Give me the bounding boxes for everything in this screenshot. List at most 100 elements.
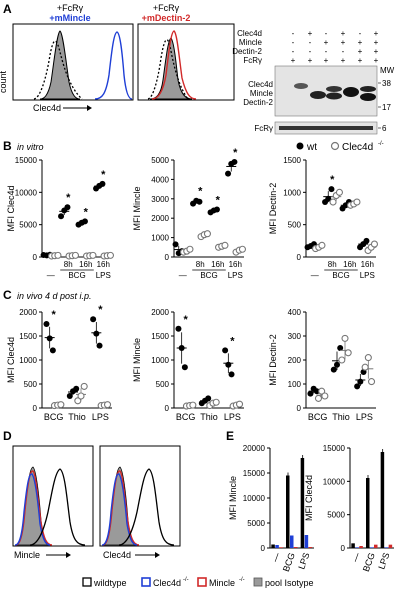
mw-value: 17 — [382, 103, 391, 112]
y-tick-label: 1000 — [19, 356, 37, 365]
x-tick-label: LPS — [376, 551, 391, 570]
blot-sign: - — [292, 29, 295, 38]
ko-data-point — [344, 349, 352, 357]
blot-row-label: FcRγ — [243, 56, 262, 65]
bar-mincle — [388, 544, 393, 548]
x-tick-label: LPS — [360, 271, 375, 280]
y-tick-label: 2000 — [19, 308, 37, 317]
blot-sign: + — [324, 56, 329, 65]
blot-sign: - — [309, 47, 312, 56]
legend-wildtype: wildtype — [93, 578, 127, 588]
blot-grid: Clec4d Mincle Dectin-2 FcRγ - + - + - +- - + + + +… — [232, 29, 378, 65]
bar-mincle — [279, 547, 283, 548]
blot-sign: + — [291, 56, 296, 65]
blot-band — [326, 92, 342, 100]
wildtype-line — [118, 468, 175, 546]
chart-b-clec4d: 0 5000 10000 15000 MFI Clec4d * * * 8h 16h 16h — BCG… — [6, 156, 114, 280]
y-tick-label: 5000 — [327, 511, 345, 520]
wt-data-point — [307, 390, 314, 397]
wt-data-point — [357, 378, 364, 385]
chart-c-dectin2: 0 100 200 300 400 MFI Dectin-2 BCG Thio LPS — [268, 308, 376, 422]
wt-data-point — [172, 241, 179, 248]
wt-data-point — [73, 385, 80, 392]
y-tick-label: 0 — [165, 253, 170, 262]
bar-clec4d — [304, 535, 309, 548]
wt-data-point — [196, 198, 203, 205]
x-tick-label: LPS — [92, 412, 109, 422]
ko-data-point — [238, 245, 246, 253]
y-tick-label: 10000 — [243, 494, 266, 503]
x-tick-label: Thio — [200, 412, 218, 422]
x-tick-label: — — [270, 551, 282, 563]
legend-swatch-mincle-ko — [197, 577, 207, 587]
bar-mincle — [359, 546, 363, 548]
mw-label: MW — [380, 66, 395, 75]
x-tick-label: LPS — [356, 412, 373, 422]
y-axis-label: MFI Dectin-2 — [268, 334, 278, 386]
blot-sign: - — [325, 47, 328, 56]
x-tick-label-top: 16h — [229, 260, 242, 269]
ko-data-point — [74, 397, 82, 405]
bar-wildtype — [380, 452, 385, 548]
significance-mark: * — [330, 174, 335, 186]
x-tick-label: BCG — [68, 271, 85, 280]
wt-data-point — [363, 237, 370, 244]
wt-data-point — [334, 361, 340, 368]
bar-mincle — [308, 547, 313, 548]
y-tick-label: 20000 — [243, 444, 266, 453]
significance-mark: * — [230, 335, 235, 347]
x-tick-label-top: 16h — [343, 260, 356, 269]
x-tick-label: LPS — [224, 412, 241, 422]
x-tick-label-top: 16h — [97, 260, 110, 269]
y-axis-label: MFI Clec4d — [6, 337, 16, 383]
blot-sign: + — [358, 47, 363, 56]
x-tick-label-top: 16h — [211, 260, 224, 269]
y-axis-label: MFI Mincle — [228, 476, 238, 520]
ko-data-point — [71, 251, 79, 259]
y-tick-label: 300 — [288, 332, 302, 341]
wt-data-point — [337, 345, 344, 351]
panel-letter-d: D — [3, 429, 12, 443]
dotted-histogram — [147, 39, 189, 100]
x-tick-label: — — [311, 271, 319, 280]
y-tick-label: 3000 — [151, 195, 169, 204]
x-tick-label-top: 8h — [196, 260, 205, 269]
significance-mark: * — [233, 147, 238, 159]
blot-row-label: Dectin-2 — [232, 47, 262, 56]
legend-sup: -/- — [183, 577, 189, 583]
significance-mark: * — [98, 304, 103, 316]
bar-clec4d — [384, 547, 389, 548]
x-tick-label: BCG — [44, 412, 64, 422]
y-tick-label: 100 — [288, 380, 302, 389]
isotype-fill — [39, 30, 81, 100]
y-tick-label: 500 — [288, 221, 302, 230]
isotype-fill — [14, 466, 51, 546]
significance-mark: * — [184, 314, 189, 326]
hist-d-xlabel: Mincle — [14, 550, 40, 560]
histogram-frame — [99, 445, 181, 547]
x-tick-label: — — [179, 271, 187, 280]
dotted-histogram — [33, 40, 83, 100]
mw-value: 6 — [382, 124, 387, 133]
legend-wt-label: wt — [306, 142, 317, 153]
bar-clec4d — [275, 545, 279, 548]
y-tick-label: 0 — [297, 404, 302, 413]
isotype-fill — [101, 466, 138, 546]
mw-value: 38 — [382, 79, 391, 88]
y-tick-label: 200 — [288, 356, 302, 365]
wt-data-point — [178, 345, 185, 351]
ko-data-point — [80, 382, 88, 390]
wt-data-point — [93, 330, 100, 337]
ko-data-point — [212, 398, 220, 406]
ko-data-point — [353, 198, 361, 206]
blot-band — [343, 87, 359, 97]
wt-data-point — [205, 395, 212, 402]
bar-wildtype — [366, 478, 370, 548]
y-tick-label: 1500 — [283, 156, 301, 165]
wt-data-point — [325, 195, 332, 202]
chart-e-clec4d: 0 5000 10000 15000 MFI Clec4d —BCG LPS — [304, 444, 394, 573]
blot-sign: + — [374, 47, 379, 56]
y-tick-label: 10000 — [15, 188, 38, 197]
wt-data-point — [46, 335, 53, 342]
y-tick-label: 500 — [24, 380, 38, 389]
